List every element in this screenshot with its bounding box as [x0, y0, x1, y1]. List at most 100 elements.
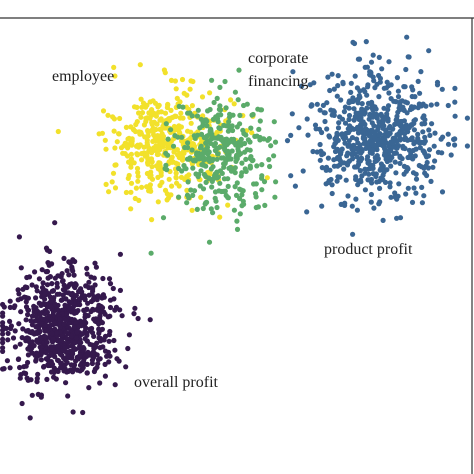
point-overall-profit	[24, 375, 30, 381]
point-overall-profit	[36, 276, 43, 282]
point-product-profit	[355, 56, 361, 62]
point-overall-profit	[48, 297, 54, 304]
point-overall-profit	[3, 325, 9, 331]
point-corporate-financing	[184, 200, 190, 206]
point-overall-profit	[64, 336, 70, 342]
point-overall-profit	[5, 330, 11, 336]
point-overall-profit	[97, 380, 103, 386]
point-employee	[120, 150, 126, 156]
point-overall-profit	[48, 369, 55, 375]
point-product-profit	[464, 115, 470, 121]
point-overall-profit	[17, 341, 23, 347]
point-overall-profit	[68, 300, 74, 306]
point-overall-profit	[7, 318, 13, 324]
point-corporate-financing	[248, 125, 254, 131]
point-employee	[155, 199, 161, 205]
point-overall-profit	[52, 275, 58, 281]
point-product-profit	[394, 138, 400, 144]
point-product-profit	[377, 79, 383, 85]
point-employee	[145, 133, 151, 139]
point-overall-profit	[49, 330, 55, 337]
point-employee	[179, 157, 186, 163]
point-corporate-financing	[194, 113, 200, 119]
point-product-profit	[363, 145, 369, 151]
point-product-profit	[412, 153, 418, 159]
point-product-profit	[333, 134, 340, 140]
point-overall-profit	[29, 392, 35, 398]
point-employee	[157, 182, 163, 189]
point-product-profit	[435, 149, 441, 155]
point-product-profit	[296, 125, 302, 131]
point-product-profit	[419, 184, 425, 190]
point-employee	[145, 161, 151, 167]
point-product-profit	[357, 124, 363, 131]
point-product-profit	[423, 163, 429, 169]
point-corporate-financing	[209, 131, 215, 137]
point-corporate-financing	[220, 155, 226, 161]
point-product-profit	[420, 148, 426, 154]
point-employee	[139, 184, 145, 190]
point-overall-profit	[112, 347, 118, 353]
point-overall-profit	[111, 296, 117, 302]
point-employee	[180, 149, 187, 155]
point-overall-profit	[96, 327, 102, 334]
point-overall-profit	[58, 365, 64, 371]
point-corporate-financing	[241, 201, 247, 207]
point-product-profit	[392, 121, 398, 127]
point-product-profit	[384, 79, 390, 85]
point-product-profit	[418, 69, 424, 75]
point-overall-profit	[24, 274, 30, 281]
point-overall-profit	[16, 234, 22, 240]
point-overall-profit	[21, 364, 27, 370]
point-product-profit	[448, 152, 454, 158]
point-overall-profit	[0, 313, 6, 319]
point-product-profit	[365, 177, 371, 183]
point-overall-profit	[50, 288, 57, 294]
point-overall-profit	[72, 340, 78, 346]
point-product-profit	[353, 110, 359, 116]
point-product-profit	[415, 137, 421, 143]
point-corporate-financing	[232, 89, 238, 95]
point-employee	[112, 145, 118, 151]
point-overall-profit	[76, 296, 82, 302]
point-employee	[134, 165, 141, 172]
point-overall-profit	[25, 307, 32, 313]
point-employee	[110, 114, 116, 120]
point-overall-profit	[73, 292, 79, 298]
point-employee	[136, 144, 142, 150]
point-corporate-financing	[268, 143, 274, 149]
point-corporate-financing	[239, 192, 245, 198]
point-employee	[173, 160, 179, 166]
point-employee	[136, 197, 142, 203]
point-product-profit	[317, 157, 323, 163]
point-product-profit	[342, 120, 349, 126]
point-product-profit	[299, 83, 305, 89]
point-product-profit	[404, 100, 410, 106]
point-product-profit	[356, 149, 362, 155]
point-employee	[135, 173, 141, 179]
point-overall-profit	[7, 304, 13, 310]
point-product-profit	[374, 137, 380, 143]
point-product-profit	[335, 73, 341, 79]
point-corporate-financing	[259, 162, 265, 168]
point-product-profit	[289, 111, 295, 117]
point-overall-profit	[102, 348, 109, 354]
point-product-profit	[416, 162, 422, 169]
point-corporate-financing	[195, 174, 201, 180]
point-corporate-financing	[204, 133, 210, 139]
point-corporate-financing	[236, 67, 242, 73]
point-product-profit	[430, 164, 436, 170]
point-product-profit	[432, 158, 438, 164]
point-product-profit	[388, 154, 394, 160]
point-overall-profit	[45, 275, 51, 281]
point-overall-profit	[17, 364, 23, 371]
point-corporate-financing	[233, 158, 239, 164]
point-corporate-financing	[247, 139, 253, 145]
point-corporate-financing	[234, 218, 240, 224]
point-overall-profit	[40, 280, 46, 286]
point-overall-profit	[28, 377, 34, 383]
point-product-profit	[365, 84, 371, 90]
point-product-profit	[411, 127, 417, 133]
point-product-profit	[368, 199, 374, 205]
point-product-profit	[322, 118, 328, 125]
